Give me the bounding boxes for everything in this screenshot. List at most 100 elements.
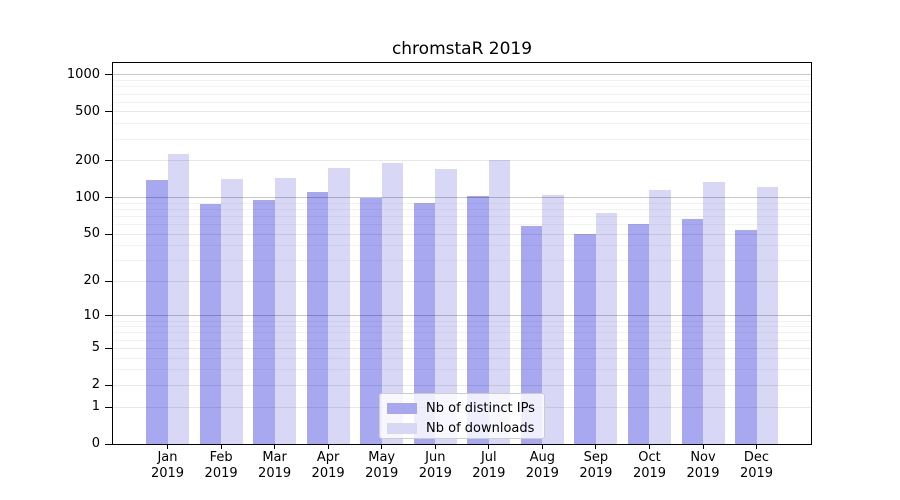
gridline-y-400 bbox=[113, 123, 811, 125]
gridline-y-30 bbox=[113, 260, 811, 262]
y-tick-50 bbox=[105, 233, 112, 235]
bar-downloads-mar bbox=[274, 178, 297, 444]
bar-distinct-ips-may bbox=[360, 197, 382, 444]
y-tick-1 bbox=[105, 406, 112, 408]
legend-label-distinct-ips: Nb of distinct IPs bbox=[426, 401, 535, 416]
gridline-y-10 bbox=[113, 315, 811, 317]
gridline-y-5 bbox=[113, 347, 811, 349]
x-tick-apr bbox=[327, 445, 329, 449]
x-tick-nov bbox=[702, 445, 704, 449]
y-tick-label-20: 20 bbox=[83, 273, 100, 289]
bar-distinct-ips-jul bbox=[467, 196, 489, 444]
bar-downloads-apr bbox=[328, 167, 350, 444]
bar-downloads-jun bbox=[435, 168, 457, 444]
x-label-jan: Jan 2019 bbox=[150, 450, 185, 481]
x-tick-aug bbox=[541, 445, 543, 449]
x-label-sep: Sep 2019 bbox=[579, 450, 613, 481]
y-tick-label-100: 100 bbox=[75, 189, 100, 205]
x-tick-dec bbox=[756, 445, 757, 449]
bar-distinct-ips-jun bbox=[413, 202, 436, 444]
y-tick-label-1000: 1000 bbox=[66, 66, 100, 82]
chart-title: chromstaR 2019 bbox=[391, 39, 533, 59]
y-tick-label-1: 1 bbox=[91, 399, 100, 414]
x-tick-jan bbox=[167, 445, 168, 449]
y-tick-label-0: 0 bbox=[91, 436, 100, 451]
y-tick-500 bbox=[105, 111, 112, 113]
gridline-y-4 bbox=[113, 357, 811, 359]
y-tick-100 bbox=[105, 197, 112, 198]
y-tick-label-5: 5 bbox=[91, 340, 100, 356]
gridline-y-70 bbox=[113, 215, 811, 217]
bar-distinct-ips-oct bbox=[627, 224, 650, 444]
x-label-apr: Apr 2019 bbox=[311, 450, 345, 481]
bars-layer bbox=[113, 63, 811, 444]
gridline-y-7 bbox=[113, 332, 811, 334]
bar-distinct-ips-jan bbox=[146, 179, 168, 444]
bar-distinct-ips-sep bbox=[574, 234, 596, 444]
y-tick-2 bbox=[105, 384, 112, 386]
bar-distinct-ips-apr bbox=[306, 192, 329, 444]
bar-downloads-dec bbox=[756, 187, 779, 444]
y-tick-label-500: 500 bbox=[75, 103, 100, 119]
y-tick-200 bbox=[105, 160, 112, 162]
x-label-nov: Nov 2019 bbox=[686, 450, 720, 481]
bar-downloads-sep bbox=[595, 212, 618, 444]
y-tick-label-50: 50 bbox=[83, 226, 100, 241]
gridline-y-3 bbox=[113, 369, 811, 371]
gridline-y-1000 bbox=[113, 74, 811, 76]
y-tick-20 bbox=[105, 280, 112, 282]
gridline-y-600 bbox=[113, 101, 811, 103]
bar-downloads-oct bbox=[649, 189, 671, 444]
x-tick-jul bbox=[488, 445, 490, 449]
legend-swatch-distinct-ips bbox=[387, 403, 417, 414]
gridline-y-800 bbox=[113, 86, 811, 88]
legend-item-downloads: Nb of downloads bbox=[387, 420, 544, 437]
bar-distinct-ips-aug bbox=[520, 226, 543, 444]
gridline-y-40 bbox=[113, 245, 811, 247]
x-tick-feb bbox=[220, 445, 222, 449]
plot-area bbox=[112, 62, 812, 445]
x-tick-mar bbox=[274, 445, 276, 449]
bar-downloads-aug bbox=[542, 195, 564, 444]
x-label-dec: Dec 2019 bbox=[739, 450, 774, 481]
gridline-y-100 bbox=[113, 197, 811, 198]
x-label-aug: Aug 2019 bbox=[525, 450, 559, 481]
x-label-feb: Feb 2019 bbox=[204, 450, 238, 481]
legend: Nb of distinct IPs Nb of downloads bbox=[379, 393, 545, 439]
x-tick-sep bbox=[595, 445, 597, 449]
bar-downloads-may bbox=[381, 162, 404, 444]
bar-distinct-ips-mar bbox=[253, 200, 275, 444]
y-tick-5 bbox=[105, 347, 112, 349]
gridline-y-6 bbox=[113, 339, 811, 341]
grid-layer bbox=[113, 63, 811, 444]
gridline-y-900 bbox=[113, 80, 811, 82]
gridline-y-9 bbox=[113, 320, 811, 322]
legend-swatch-downloads bbox=[387, 423, 417, 434]
gridline-y-20 bbox=[113, 280, 811, 282]
bar-distinct-ips-nov bbox=[681, 219, 703, 444]
y-tick-1000 bbox=[105, 74, 112, 76]
y-tick-label-200: 200 bbox=[75, 152, 100, 168]
bar-downloads-feb bbox=[221, 178, 243, 444]
gridline-y-200 bbox=[113, 160, 811, 162]
gridline-y-80 bbox=[113, 208, 811, 210]
gridline-y-8 bbox=[113, 326, 811, 328]
x-tick-jun bbox=[434, 445, 436, 449]
gridline-y-2 bbox=[113, 384, 811, 386]
x-label-mar: Mar 2019 bbox=[258, 450, 292, 481]
legend-item-distinct-ips: Nb of distinct IPs bbox=[387, 400, 544, 417]
x-label-jul: Jul 2019 bbox=[472, 450, 506, 481]
gridline-y-700 bbox=[113, 93, 811, 95]
y-tick-0 bbox=[105, 443, 112, 445]
gridline-y-300 bbox=[113, 138, 811, 140]
x-label-may: May 2019 bbox=[365, 450, 399, 481]
x-tick-oct bbox=[649, 445, 650, 449]
x-label-oct: Oct 2019 bbox=[632, 450, 667, 481]
bar-downloads-nov bbox=[703, 182, 725, 444]
gridline-y-90 bbox=[113, 202, 811, 204]
gridline-y-60 bbox=[113, 223, 811, 225]
legend-label-downloads: Nb of downloads bbox=[426, 421, 535, 436]
y-tick-10 bbox=[105, 315, 112, 317]
y-tick-label-10: 10 bbox=[83, 307, 100, 323]
